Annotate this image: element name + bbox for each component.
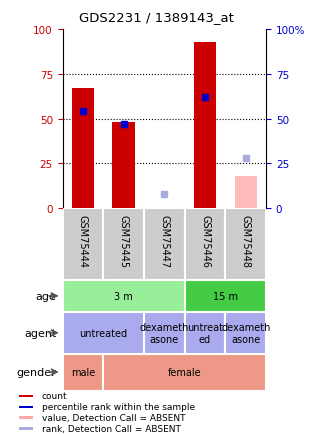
Text: rank, Detection Call = ABSENT: rank, Detection Call = ABSENT — [42, 424, 181, 433]
Text: count: count — [42, 391, 68, 401]
Text: untreat
ed: untreat ed — [187, 322, 223, 344]
Bar — [144, 312, 185, 354]
Bar — [225, 312, 266, 354]
Text: agent: agent — [24, 328, 56, 338]
Text: female: female — [168, 367, 202, 377]
Bar — [144, 208, 185, 280]
Text: GSM75447: GSM75447 — [159, 214, 169, 267]
Text: 3 m: 3 m — [114, 291, 133, 301]
Bar — [63, 208, 103, 280]
Bar — [63, 280, 185, 312]
Bar — [194, 43, 216, 208]
Text: GSM75446: GSM75446 — [200, 214, 210, 267]
Text: age: age — [36, 291, 56, 301]
Text: gender: gender — [17, 367, 56, 377]
Bar — [225, 208, 266, 280]
Text: 15 m: 15 m — [213, 291, 238, 301]
Bar — [185, 208, 225, 280]
Text: male: male — [71, 367, 95, 377]
Text: GSM75445: GSM75445 — [119, 214, 129, 267]
Text: GDS2231 / 1389143_at: GDS2231 / 1389143_at — [79, 11, 234, 24]
Bar — [18, 417, 33, 419]
Bar — [18, 405, 33, 408]
Bar — [234, 176, 257, 208]
Bar — [63, 354, 103, 391]
Text: untreated: untreated — [79, 328, 127, 338]
Text: GSM75448: GSM75448 — [241, 214, 251, 267]
Bar — [72, 89, 94, 208]
Text: value, Detection Call = ABSENT: value, Detection Call = ABSENT — [42, 413, 185, 422]
Bar — [63, 312, 144, 354]
Text: GSM75444: GSM75444 — [78, 214, 88, 267]
Bar — [112, 123, 135, 208]
Bar — [185, 280, 266, 312]
Text: dexameth
asone: dexameth asone — [221, 322, 270, 344]
Bar — [103, 354, 266, 391]
Text: percentile rank within the sample: percentile rank within the sample — [42, 402, 195, 411]
Bar — [185, 312, 225, 354]
Bar — [18, 395, 33, 398]
Bar — [103, 208, 144, 280]
Text: dexameth
asone: dexameth asone — [140, 322, 189, 344]
Bar — [18, 427, 33, 430]
